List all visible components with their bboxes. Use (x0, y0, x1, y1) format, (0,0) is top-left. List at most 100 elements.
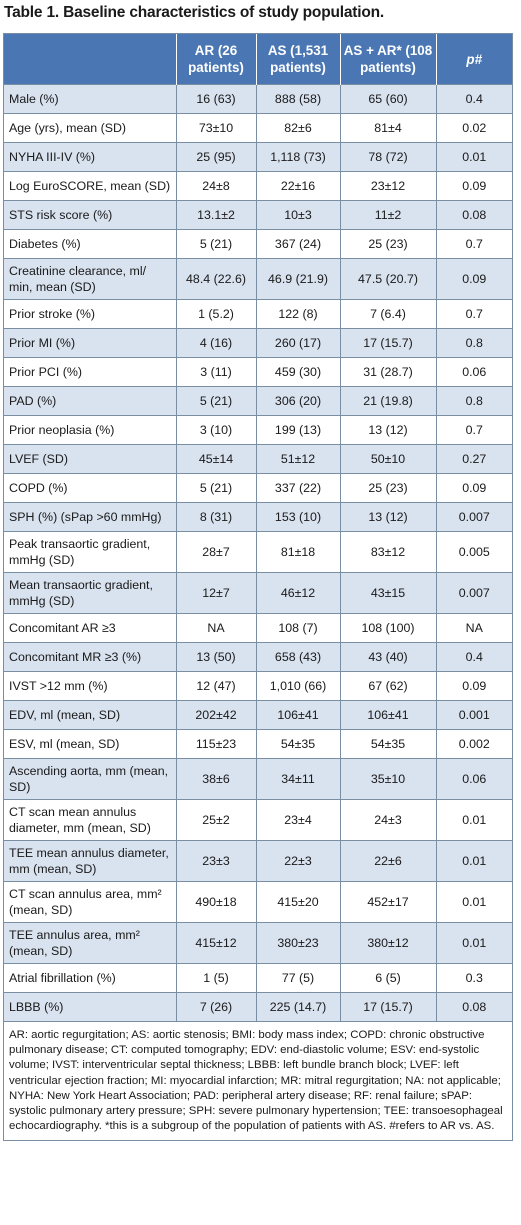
cell-p-value: 0.09 (435, 171, 512, 201)
cell-ar: 12 (47) (175, 671, 256, 701)
cell-as: 46.9 (21.9) (255, 258, 340, 300)
row-label: Prior PCI (%) (4, 357, 176, 387)
cell-as-ar: 24±3 (339, 799, 436, 841)
cell-as: 10±3 (255, 200, 340, 230)
cell-as: 306 (20) (255, 386, 340, 416)
cell-as-ar: 17 (15.7) (339, 328, 436, 358)
row-label: PAD (%) (4, 386, 176, 416)
header-as-ar: AS + AR* (108 patients) (339, 34, 436, 85)
cell-as: 658 (43) (255, 642, 340, 672)
cell-ar: 5 (21) (175, 473, 256, 503)
cell-as: 153 (10) (255, 502, 340, 532)
row-label: Diabetes (%) (4, 229, 176, 259)
cell-as: 82±6 (255, 113, 340, 143)
row-label: CT scan mean annulus diameter, mm (mean,… (4, 799, 176, 841)
header-ar: AR (26 patients) (175, 34, 256, 85)
cell-ar: 45±14 (175, 444, 256, 474)
row-label: EDV, ml (mean, SD) (4, 700, 176, 730)
header-p-value: p# (435, 34, 512, 85)
cell-p-value: 0.08 (435, 200, 512, 230)
cell-as-ar: 43 (40) (339, 642, 436, 672)
cell-ar: 7 (26) (175, 992, 256, 1022)
cell-as: 81±18 (255, 531, 340, 573)
table-row: Concomitant MR ≥3 (%) 13 (50) 658 (43) 43 (… (4, 642, 512, 672)
cell-as-ar: 83±12 (339, 531, 436, 573)
cell-p-value: 0.001 (435, 700, 512, 730)
table-body: Male (%) 16 (63) 888 (58) 65 (60) 0.4 Age (yr… (4, 84, 512, 1141)
table-row: ESV, ml (mean, SD) 115±23 54±35 54±35 0.002 (4, 729, 512, 759)
cell-as-ar: 25 (23) (339, 473, 436, 503)
cell-as: 46±12 (255, 572, 340, 614)
cell-ar: 48.4 (22.6) (175, 258, 256, 300)
cell-p-value: 0.007 (435, 572, 512, 614)
cell-as-ar: 108 (100) (339, 613, 436, 643)
cell-ar: 3 (10) (175, 415, 256, 445)
header-as: AS (1,531 patients) (255, 34, 340, 85)
header-row: AR (26 patients) AS (1,531 patients) AS … (4, 34, 512, 85)
cell-p-value: 0.005 (435, 531, 512, 573)
table-row: Peak transaortic gradient, mmHg (SD) 28±7… (4, 531, 512, 573)
table-row: Concomitant AR ≥3 NA 108 (7) 108 (100) NA (4, 613, 512, 643)
table-row: Prior PCI (%) 3 (11) 459 (30) 31 (28.7) 0.06 (4, 357, 512, 387)
cell-as: 34±11 (255, 758, 340, 800)
cell-as: 22±3 (255, 840, 340, 882)
cell-as-ar: 47.5 (20.7) (339, 258, 436, 300)
table-row: IVST >12 mm (%) 12 (47) 1,010 (66) 67 (62) 0… (4, 671, 512, 701)
cell-as-ar: 43±15 (339, 572, 436, 614)
cell-p-value: 0.09 (435, 473, 512, 503)
table-row: Prior MI (%) 4 (16) 260 (17) 17 (15.7) 0.8 (4, 328, 512, 358)
row-label: Prior neoplasia (%) (4, 415, 176, 445)
cell-ar: 490±18 (175, 881, 256, 923)
row-label: COPD (%) (4, 473, 176, 503)
cell-as-ar: 50±10 (339, 444, 436, 474)
table-row: Atrial fibrillation (%) 1 (5) 77 (5) 6 (5) 0… (4, 963, 512, 993)
cell-as-ar: 11±2 (339, 200, 436, 230)
cell-as-ar: 13 (12) (339, 502, 436, 532)
table-row: TEE mean annulus diameter, mm (mean, SD)… (4, 840, 512, 882)
table-row: NYHA III-IV (%) 25 (95) 1,118 (73) 78 (72) 0… (4, 142, 512, 172)
table-title: Table 1. Baseline characteristics of stu… (4, 4, 384, 21)
cell-p-value: 0.27 (435, 444, 512, 474)
cell-as: 1,010 (66) (255, 671, 340, 701)
cell-as: 106±41 (255, 700, 340, 730)
header-label (4, 34, 176, 85)
cell-as: 337 (22) (255, 473, 340, 503)
cell-as: 54±35 (255, 729, 340, 759)
cell-p-value: 0.7 (435, 229, 512, 259)
cell-as-ar: 23±12 (339, 171, 436, 201)
cell-p-value: 0.7 (435, 415, 512, 445)
row-label: LBBB (%) (4, 992, 176, 1022)
cell-ar: NA (175, 613, 256, 643)
row-label: Atrial fibrillation (%) (4, 963, 176, 993)
cell-as: 122 (8) (255, 299, 340, 329)
cell-p-value: 0.7 (435, 299, 512, 329)
cell-as: 888 (58) (255, 84, 340, 114)
cell-p-value: 0.08 (435, 992, 512, 1022)
cell-as-ar: 21 (19.8) (339, 386, 436, 416)
cell-ar: 25 (95) (175, 142, 256, 172)
table-row: Creatinine clearance, ml/ min, mean (SD)… (4, 258, 512, 300)
cell-as-ar: 65 (60) (339, 84, 436, 114)
cell-as: 1,118 (73) (255, 142, 340, 172)
cell-ar: 8 (31) (175, 502, 256, 532)
row-label: TEE annulus area, mm² (mean, SD) (4, 922, 176, 964)
table-row: Male (%) 16 (63) 888 (58) 65 (60) 0.4 (4, 84, 512, 114)
cell-as-ar: 106±41 (339, 700, 436, 730)
row-label: CT scan annulus area, mm² (mean, SD) (4, 881, 176, 923)
footnote: AR: aortic regurgitation; AS: aortic ste… (4, 1021, 512, 1141)
cell-as-ar: 22±6 (339, 840, 436, 882)
cell-ar: 415±12 (175, 922, 256, 964)
table-row: Prior neoplasia (%) 3 (10) 199 (13) 13 (12)… (4, 415, 512, 445)
cell-as: 51±12 (255, 444, 340, 474)
cell-as-ar: 31 (28.7) (339, 357, 436, 387)
row-label: Male (%) (4, 84, 176, 114)
row-label: NYHA III-IV (%) (4, 142, 176, 172)
cell-as-ar: 17 (15.7) (339, 992, 436, 1022)
cell-p-value: 0.01 (435, 922, 512, 964)
cell-p-value: 0.007 (435, 502, 512, 532)
cell-p-value: 0.002 (435, 729, 512, 759)
cell-as-ar: 6 (5) (339, 963, 436, 993)
cell-as: 77 (5) (255, 963, 340, 993)
table-row: Age (yrs), mean (SD) 73±10 82±6 81±4 0.02 (4, 113, 512, 143)
row-label: LVEF (SD) (4, 444, 176, 474)
